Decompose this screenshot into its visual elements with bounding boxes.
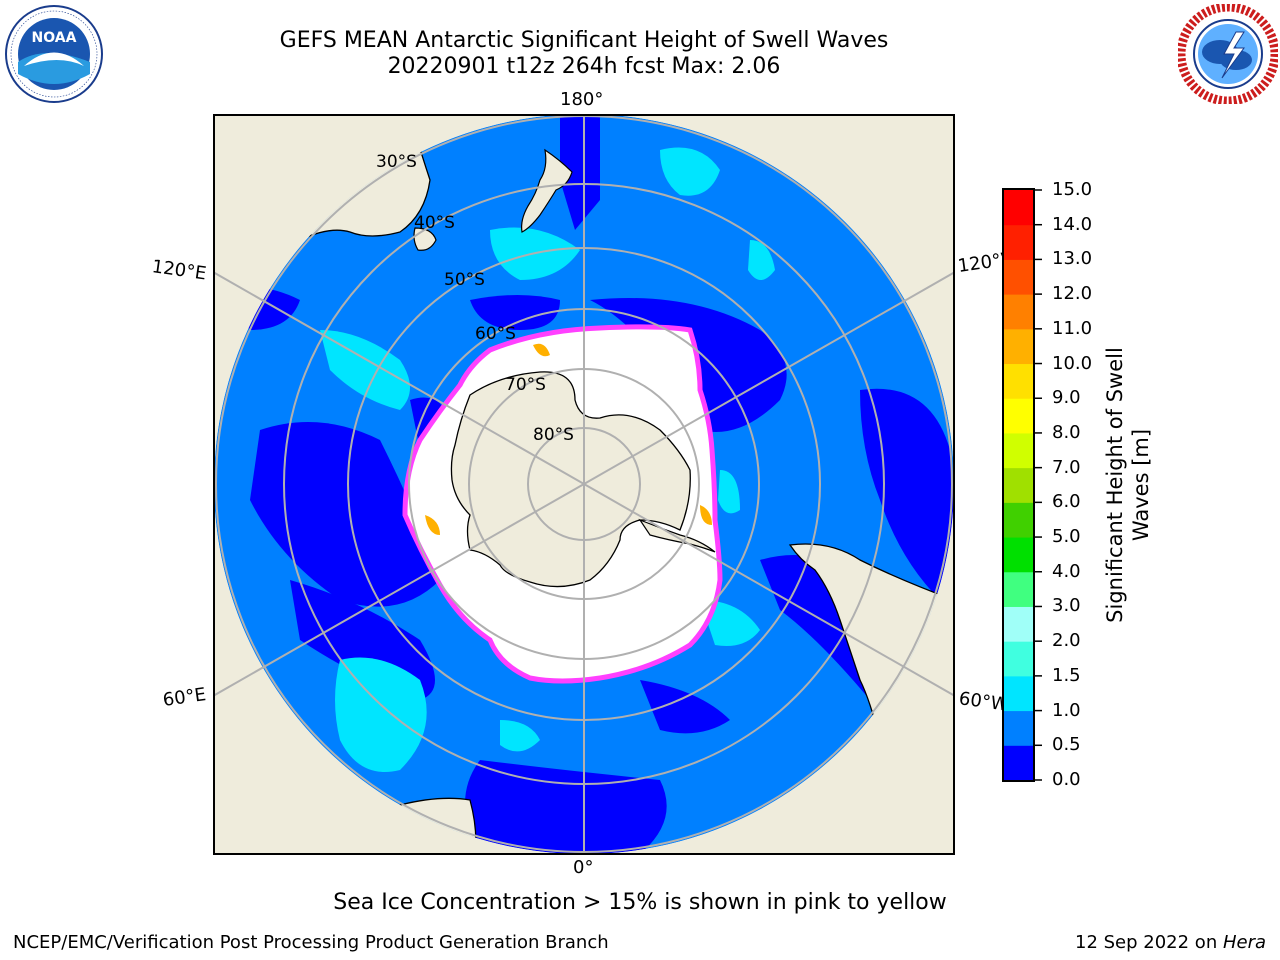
colorbar-tick-label: 15.0 [1052, 179, 1093, 200]
map-frame [213, 114, 955, 855]
colorbar-segment [1004, 467, 1033, 503]
colorbar-segment [1004, 745, 1033, 781]
lon-label-180: 180° [560, 89, 604, 110]
colorbar-segment [1004, 710, 1033, 746]
outer-land-mask [214, 115, 954, 854]
colorbar-tick-label: 8.0 [1052, 421, 1081, 443]
colorbar [1002, 188, 1042, 782]
colorbar-segment [1004, 641, 1033, 677]
colorbar-segment [1004, 432, 1033, 469]
lat-label-40s: 40°S [414, 213, 455, 233]
colorbar-segment [1004, 259, 1033, 295]
sea-ice-high-concentration-edge [425, 343, 712, 535]
antarctic-peninsula [638, 518, 716, 553]
antarctica-landmass [450, 371, 691, 588]
national-weather-service-logo [1178, 4, 1278, 104]
lat-label-70s: 70°S [505, 375, 546, 395]
colorbar-tick-label: 6.0 [1052, 491, 1081, 513]
colorbar-tick-label: 7.0 [1052, 456, 1081, 478]
colorbar-segment [1004, 502, 1033, 538]
colorbar-tick-label: 12.0 [1052, 283, 1093, 305]
colorbar-label-line2: Waves [m] [1129, 428, 1153, 542]
generation-stamp: 12 Sep 2022 on Hera [1075, 932, 1266, 953]
noaa-logo-text: NOAA [32, 30, 77, 46]
colorbar-tick-label: 4.0 [1052, 560, 1081, 582]
colorbar-segment [1004, 294, 1033, 330]
generation-date: 12 Sep 2022 on [1075, 932, 1223, 953]
colorbar-tick-label: 1.5 [1052, 664, 1081, 686]
lat-label-60s: 60°S [475, 324, 516, 344]
colorbar-tick-label: 9.0 [1052, 387, 1081, 409]
lat-label-50s: 50°S [444, 270, 485, 290]
producer-credit: NCEP/EMC/Verification Post Processing Pr… [13, 932, 609, 953]
colorbar-tick-label: 2.0 [1052, 630, 1081, 652]
colorbar-segment [1004, 224, 1033, 260]
chart-title: GEFS MEAN Antarctic Significant Height o… [279, 28, 889, 53]
moderate-swell-patches [320, 147, 775, 772]
sea-ice-note: Sea Ice Concentration > 15% is shown in … [333, 890, 947, 915]
lat-label-80s: 80°S [533, 425, 574, 445]
colorbar-tick-label: 0.0 [1052, 769, 1081, 790]
lon-label-0: 0° [573, 857, 594, 878]
colorbar-segment [1004, 606, 1033, 642]
colorbar-tick-label: 13.0 [1052, 248, 1093, 270]
colorbar-segment [1004, 537, 1033, 573]
colorbar-tick-label: 10.0 [1052, 352, 1093, 374]
lat-label-30s: 30°S [376, 152, 417, 172]
colorbar-segment [1004, 398, 1033, 434]
chart-subtitle: 20220901 t12z 264h fcst Max: 2.06 [387, 54, 781, 79]
colorbar-tick-label: 3.0 [1052, 595, 1081, 617]
colorbar-segment [1004, 190, 1033, 226]
colorbar-tick-label: 5.0 [1052, 526, 1081, 548]
colorbar-tick-label: 1.0 [1052, 699, 1081, 721]
colorbar-label-line1: Significant Height of Swell [1103, 347, 1127, 623]
colorbar-label: Significant Height of Swell Waves [m] [1102, 325, 1154, 645]
colorbar-segment [1004, 675, 1033, 712]
colorbar-tick-label: 14.0 [1052, 213, 1093, 235]
colorbar-tick-label: 11.0 [1052, 317, 1093, 339]
colorbar-segment [1004, 328, 1033, 365]
new-zealand-landmass [521, 148, 573, 233]
noaa-logo: NOAA [5, 5, 103, 103]
colorbar-segment [1004, 571, 1033, 607]
colorbar-segment [1004, 363, 1033, 399]
generation-system: Hera [1222, 932, 1266, 953]
colorbar-tick-label: 0.5 [1052, 734, 1081, 756]
